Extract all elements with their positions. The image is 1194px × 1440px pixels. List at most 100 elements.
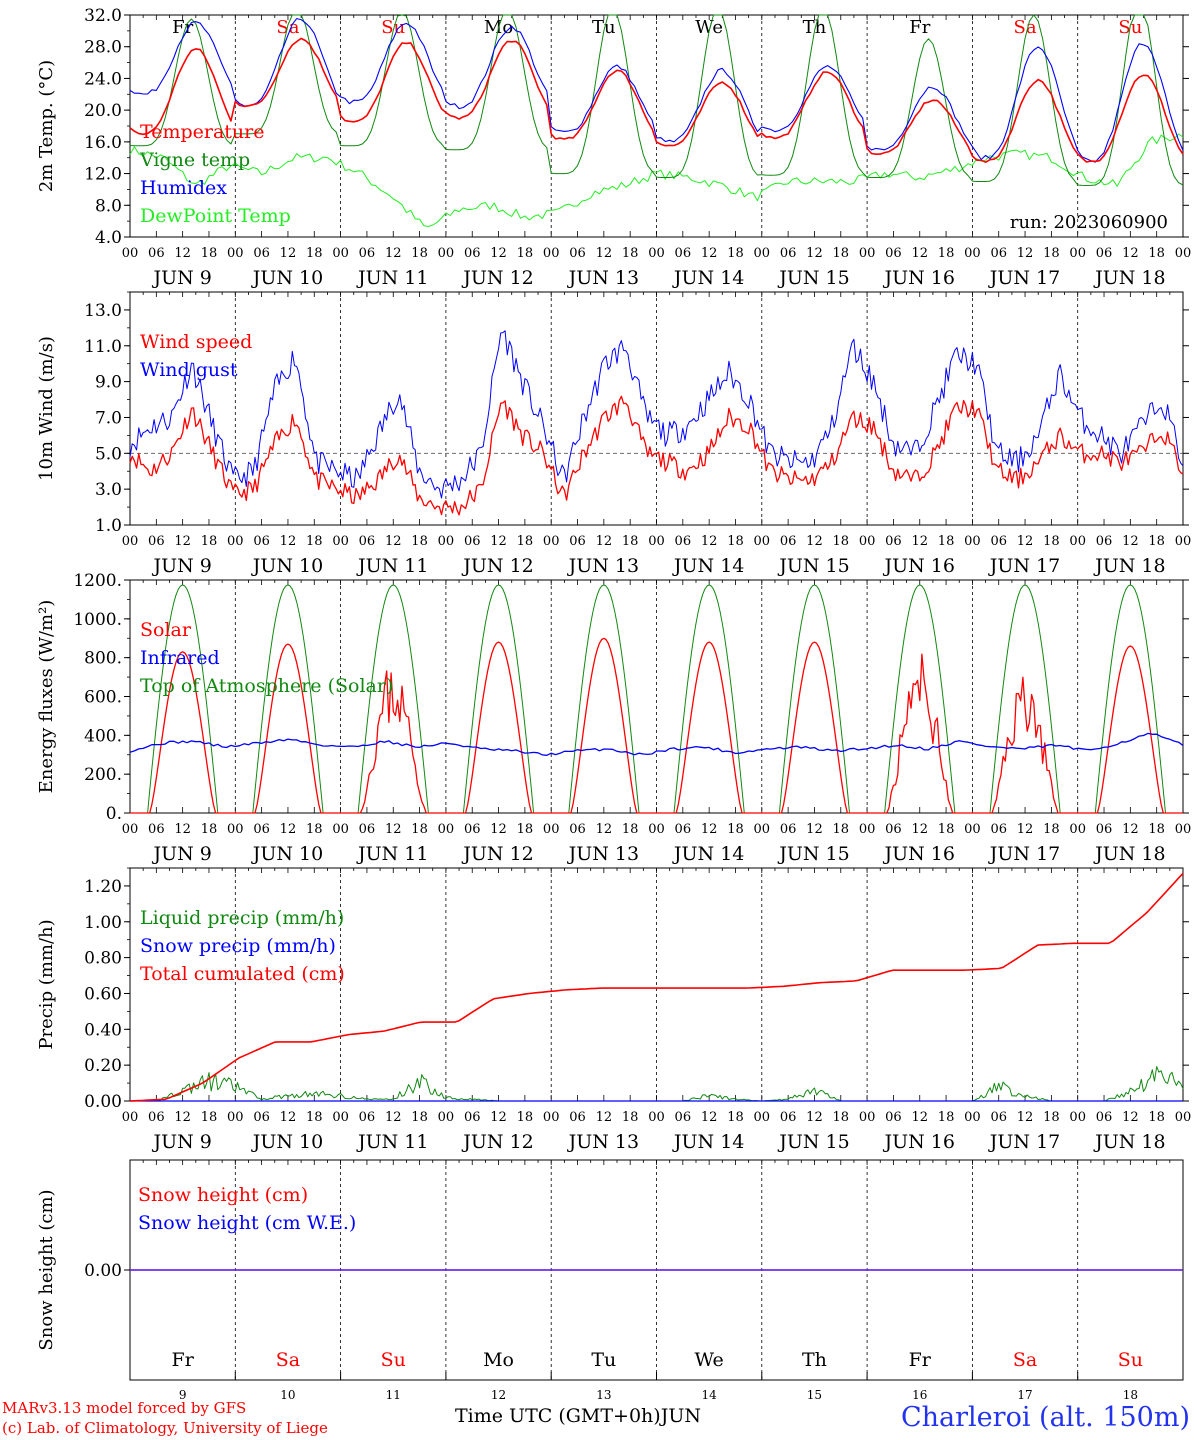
hour-label: 06 [1096,1110,1113,1125]
hour-label: 00 [227,1110,244,1125]
legend-wind-speed: Wind speed [140,331,252,353]
temperature-line [129,37,1184,163]
day-number-label: 18 [1123,1388,1138,1402]
y-axis-label: Precip (mm/h) [36,919,57,1049]
legend-2: Vigne temp [139,149,250,171]
hour-label: 00 [1069,1110,1086,1125]
y-axis-label: 10m Wind (m/s) [36,336,57,481]
date-label: JUN 18 [1093,1131,1165,1153]
hour-label: 06 [885,534,902,549]
hour-label: 00 [648,1110,665,1125]
day-number-label: 9 [179,1388,187,1402]
legend-3: Humidex [140,177,227,199]
date-label: JUN 16 [883,843,955,865]
hour-label: 12 [806,246,823,261]
hour-label: 18 [411,1110,428,1125]
y-tick-label: 7.0 [95,408,122,428]
hour-label: 18 [727,822,744,837]
hour-label: 00 [227,534,244,549]
hour-label: 18 [938,822,955,837]
day-number-label: 15 [807,1388,822,1402]
hour-label: 18 [1043,822,1060,837]
hour-label: 00 [648,822,665,837]
hour-label: 18 [938,1110,955,1125]
hour-label: 12 [806,1110,823,1125]
hour-label: 12 [596,1110,613,1125]
dewpoint-line [129,133,1184,227]
hour-label: 00 [438,534,455,549]
hour-label: 12 [280,822,297,837]
hour-label: 06 [464,246,481,261]
date-label: JUN 13 [567,1131,639,1153]
date-label: JUN 14 [672,1131,744,1153]
hour-label: 00 [964,534,981,549]
y-tick-label: 1.0 [95,516,122,536]
hour-label: 12 [701,246,718,261]
hour-label: 12 [490,822,507,837]
hour-label: 06 [253,534,270,549]
hour-label: 12 [1122,534,1139,549]
hour-label: 06 [780,246,797,261]
hour-label: 00 [859,822,876,837]
hour-label: 00 [122,246,139,261]
hour-label: 06 [990,1110,1007,1125]
y-tick-label: 8.0 [95,196,122,216]
hour-label: 12 [1122,246,1139,261]
date-label: JUN 13 [567,843,639,865]
date-label: JUN 12 [461,843,533,865]
hour-label: 18 [938,534,955,549]
hour-label: 06 [780,534,797,549]
hour-label: 00 [754,534,771,549]
date-label: JUN 13 [567,555,639,577]
hour-label: 18 [833,822,850,837]
date-label: JUN 17 [988,843,1060,865]
y-tick-label: 0.00 [84,1092,122,1112]
y-tick-label: 5.0 [95,444,122,464]
hour-label: 18 [306,1110,323,1125]
hour-label: 18 [622,246,639,261]
y-tick-label: 0.00 [84,1261,122,1281]
hour-label: 00 [227,246,244,261]
hour-label: 18 [1148,822,1165,837]
hour-label: 00 [754,1110,771,1125]
hour-label: 12 [1017,1110,1034,1125]
hour-label: 06 [148,1110,165,1125]
date-label: JUN 9 [151,267,211,289]
date-label: JUN 14 [672,843,744,865]
date-label: JUN 18 [1093,555,1165,577]
hour-label: 06 [359,534,376,549]
hour-label: 06 [569,534,586,549]
y-tick-label: 11.0 [84,337,122,357]
y-tick-label: 1000. [73,610,122,630]
vigne-temp-line [129,14,1184,186]
hour-label: 12 [280,246,297,261]
hour-label: 00 [1175,534,1192,549]
weekday-label: Fr [909,17,930,38]
hour-label: 00 [122,1110,139,1125]
date-label: JUN 11 [356,843,428,865]
hour-label: 06 [253,822,270,837]
infrared-line [129,732,1184,756]
date-label: JUN 15 [777,267,849,289]
hour-label: 12 [596,822,613,837]
day-number-label: 12 [491,1388,506,1402]
hour-label: 18 [517,534,534,549]
hour-label: 18 [411,246,428,261]
hour-label: 12 [911,246,928,261]
hour-label: 06 [464,534,481,549]
hour-label: 18 [306,822,323,837]
hour-label: 06 [569,246,586,261]
hour-label: 18 [833,1110,850,1125]
legend-precip-1: Liquid precip (mm/h) [140,907,344,929]
y-tick-label: 0.40 [84,1020,122,1040]
hour-label: 18 [622,534,639,549]
date-label: JUN 11 [356,1131,428,1153]
hour-label: 18 [411,534,428,549]
x-axis-title: Time UTC (GMT+0h)JUN [455,1405,701,1427]
hour-label: 12 [1122,822,1139,837]
hour-label: 00 [543,1110,560,1125]
panel-5: 0.00 Snow height (cm) Snow height (cm) Snow… [36,1159,1184,1402]
panel-3: 0. 200. 400. 600. 800. 1000. 1200. Energy fluxe… [36,571,1191,865]
panel-2: 1.0 3.0 5.0 7.0 9.0 11.0 13.0 10m Wind (m/s) 00 0… [36,291,1192,577]
